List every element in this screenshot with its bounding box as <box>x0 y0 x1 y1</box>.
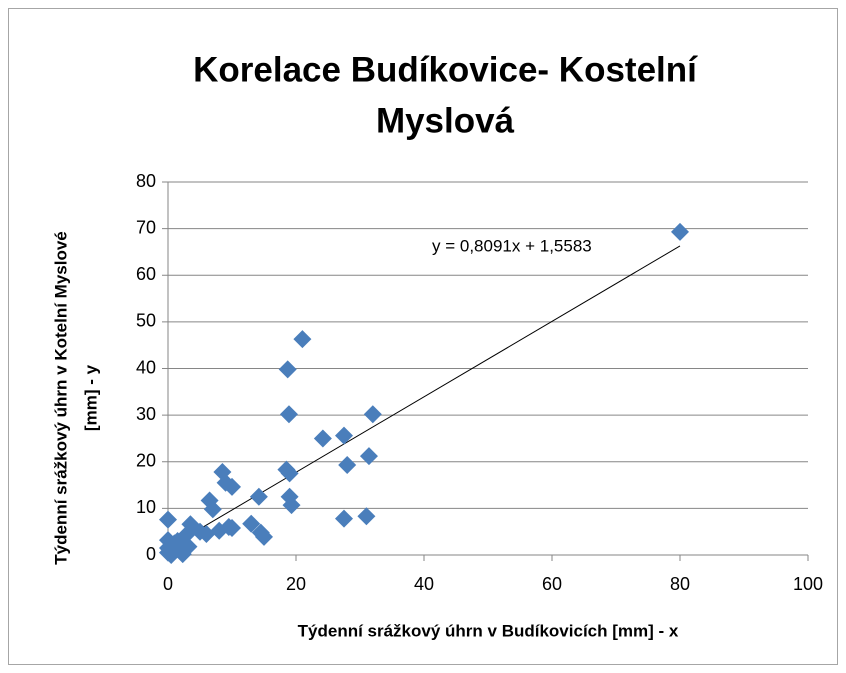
y-tick-label: 60 <box>136 264 156 284</box>
point <box>159 510 177 529</box>
point <box>191 522 209 541</box>
chart-title: Myslová <box>376 101 515 140</box>
y-tick-label: 20 <box>136 451 156 471</box>
y-tick-label: 80 <box>136 171 156 191</box>
x-tick-label: 60 <box>542 574 562 594</box>
y-tick-label: 70 <box>136 217 156 237</box>
point <box>179 537 198 556</box>
x-axis-label: Týdenní srážkový úhrn v Budíkovicích [mm… <box>298 621 679 640</box>
point <box>313 429 332 448</box>
point <box>249 487 268 506</box>
chart-title: Korelace Budíkovice- Kostelní <box>193 50 698 89</box>
point <box>255 527 273 546</box>
y-tick-label: 40 <box>136 357 156 377</box>
y-tick-label: 50 <box>136 311 156 331</box>
point <box>335 509 353 528</box>
x-tick-label: 0 <box>163 574 173 594</box>
point <box>671 222 689 241</box>
trendline-label: y = 0,8091x + 1,5583 <box>432 236 592 255</box>
point <box>162 546 181 564</box>
point <box>210 521 229 540</box>
x-tick-label: 40 <box>414 574 434 594</box>
point <box>203 500 222 519</box>
point <box>242 514 261 533</box>
point <box>293 330 312 349</box>
x-tick-label: 20 <box>286 574 306 594</box>
y-axis-label: [mm] - y <box>81 364 100 431</box>
y-axis-label: Týdenní srážkový úhrn v Kotelní Myslové <box>51 231 70 564</box>
point <box>335 426 353 445</box>
point <box>359 447 378 466</box>
point <box>279 405 298 424</box>
point <box>223 477 241 496</box>
point <box>280 464 299 483</box>
y-tick-label: 10 <box>136 497 156 517</box>
x-tick-label: 80 <box>670 574 690 594</box>
point <box>282 496 301 515</box>
point <box>357 507 376 526</box>
point <box>338 456 357 475</box>
point <box>363 405 382 424</box>
y-tick-label: 0 <box>146 544 156 564</box>
point <box>278 360 297 379</box>
y-tick-label: 30 <box>136 404 156 424</box>
x-tick-label: 100 <box>793 574 823 594</box>
